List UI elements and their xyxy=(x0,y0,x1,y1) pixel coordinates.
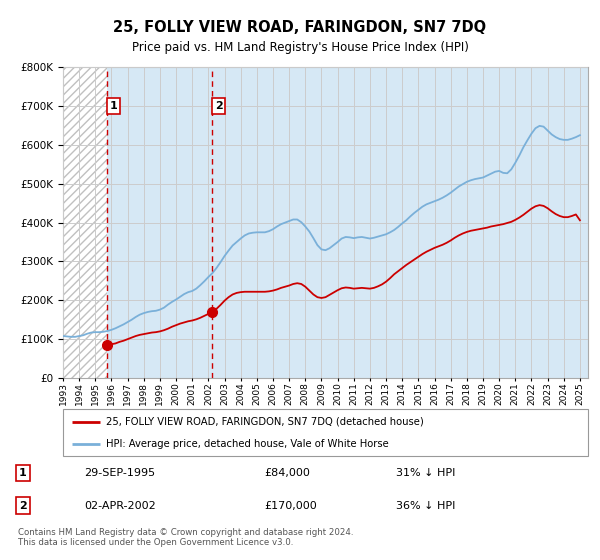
Text: Contains HM Land Registry data © Crown copyright and database right 2024.
This d: Contains HM Land Registry data © Crown c… xyxy=(18,528,353,547)
Bar xyxy=(107,67,212,378)
Bar xyxy=(63,67,107,378)
Text: 2: 2 xyxy=(19,501,26,511)
Bar xyxy=(63,67,107,378)
Text: £84,000: £84,000 xyxy=(264,468,310,478)
Text: 25, FOLLY VIEW ROAD, FARINGDON, SN7 7DQ (detached house): 25, FOLLY VIEW ROAD, FARINGDON, SN7 7DQ … xyxy=(106,417,424,427)
Bar xyxy=(212,67,588,378)
Text: 31% ↓ HPI: 31% ↓ HPI xyxy=(396,468,455,478)
Text: 1: 1 xyxy=(19,468,26,478)
Text: £170,000: £170,000 xyxy=(264,501,317,511)
Text: 25, FOLLY VIEW ROAD, FARINGDON, SN7 7DQ: 25, FOLLY VIEW ROAD, FARINGDON, SN7 7DQ xyxy=(113,20,487,35)
FancyBboxPatch shape xyxy=(63,409,588,456)
Text: 02-APR-2002: 02-APR-2002 xyxy=(84,501,156,511)
Text: HPI: Average price, detached house, Vale of White Horse: HPI: Average price, detached house, Vale… xyxy=(106,438,389,449)
Text: 1: 1 xyxy=(110,101,118,111)
Text: 36% ↓ HPI: 36% ↓ HPI xyxy=(396,501,455,511)
Text: Price paid vs. HM Land Registry's House Price Index (HPI): Price paid vs. HM Land Registry's House … xyxy=(131,41,469,54)
Text: 29-SEP-1995: 29-SEP-1995 xyxy=(84,468,155,478)
Text: 2: 2 xyxy=(215,101,223,111)
